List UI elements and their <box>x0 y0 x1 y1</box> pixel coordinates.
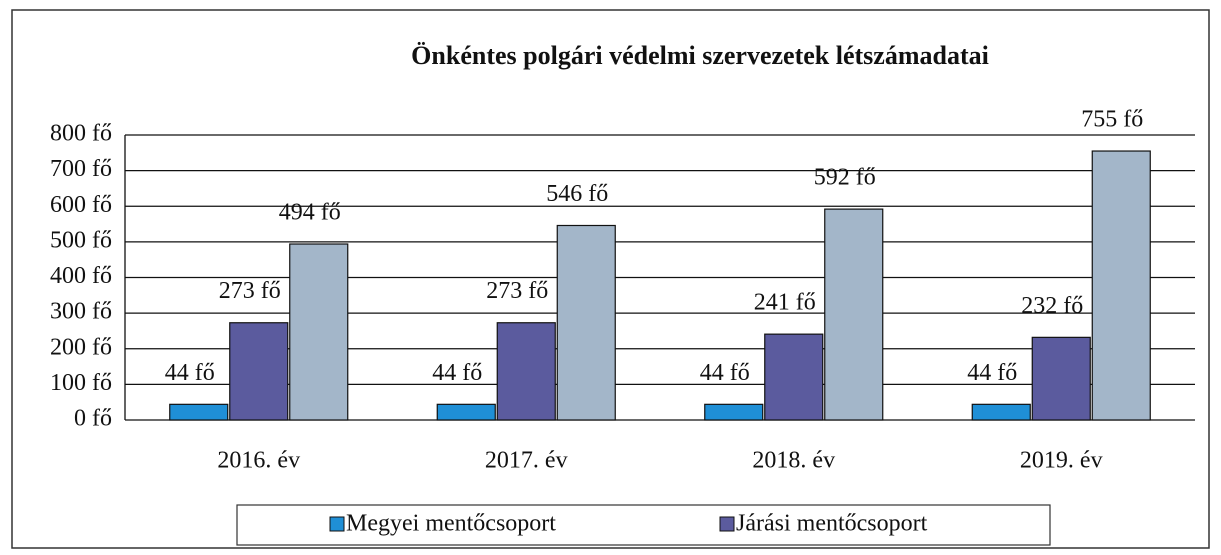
data-label: 44 fő <box>165 360 215 386</box>
data-label: 241 fő <box>754 290 816 316</box>
x-tick-label: 2019. év <box>1020 448 1103 474</box>
bar <box>169 403 229 421</box>
data-label: 755 fő <box>1081 107 1143 133</box>
x-tick-label: 2016. év <box>217 448 300 474</box>
bar <box>436 403 496 421</box>
data-label: 273 fő <box>219 278 281 304</box>
bar <box>1031 336 1091 421</box>
data-label: 44 fő <box>700 360 750 386</box>
data-label: 494 fő <box>279 200 341 226</box>
bar <box>289 243 349 421</box>
y-tick-label: 700 fő <box>50 156 112 182</box>
data-label: 546 fő <box>546 181 608 207</box>
y-tick-label: 0 fő <box>74 406 112 432</box>
y-tick-label: 300 fő <box>50 299 112 325</box>
legend-swatch <box>329 516 345 532</box>
y-tick-label: 100 fő <box>50 370 112 396</box>
bar <box>971 403 1031 421</box>
data-label: 44 fő <box>967 360 1017 386</box>
bar <box>704 403 764 421</box>
bar <box>824 208 884 421</box>
bar <box>1091 150 1151 421</box>
bar <box>764 333 824 421</box>
y-tick-label: 500 fő <box>50 227 112 253</box>
bar <box>556 224 616 421</box>
bar <box>496 322 556 421</box>
x-tick-label: 2018. év <box>752 448 835 474</box>
y-tick-label: 200 fő <box>50 334 112 360</box>
y-tick-label: 800 fő <box>50 121 112 147</box>
x-tick-label: 2017. év <box>485 448 568 474</box>
data-label: 44 fő <box>432 360 482 386</box>
legend-label: Megyei mentőcsoport <box>346 511 556 537</box>
chart-title: Önkéntes polgári védelmi szervezetek lét… <box>411 41 989 70</box>
legend-box <box>236 504 1051 546</box>
legend-swatch <box>719 516 735 532</box>
y-tick-label: 400 fő <box>50 263 112 289</box>
data-label: 592 fő <box>814 165 876 191</box>
bar <box>229 322 289 421</box>
y-tick-label: 600 fő <box>50 192 112 218</box>
legend-label: Járási mentőcsoport <box>736 511 928 537</box>
data-label: 273 fő <box>486 278 548 304</box>
data-label: 232 fő <box>1021 293 1083 319</box>
